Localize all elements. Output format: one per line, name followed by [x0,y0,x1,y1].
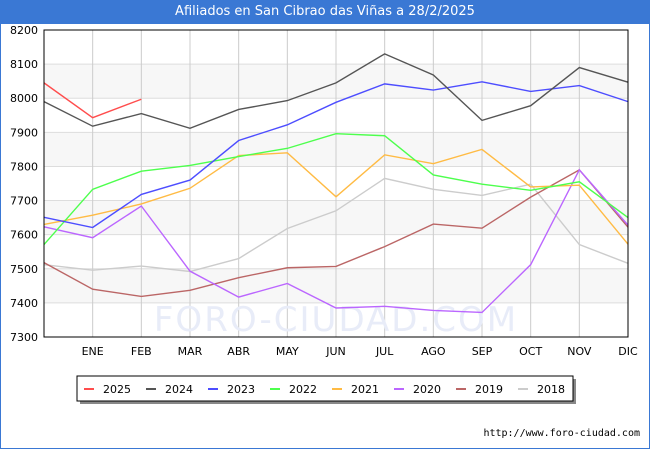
series-line-2021 [43,148,629,245]
legend-label-2021: 2021 [351,383,379,396]
watermark: FORO-CIUDAD.COM [154,300,518,340]
series-line-2024 [43,53,629,129]
x-tick-label: ABR [227,345,250,358]
y-tick-label: 7900 [10,126,38,139]
series-line-2019 [43,168,629,298]
legend-label-2023: 2023 [227,383,255,396]
x-tick-label: ENE [82,345,104,358]
x-tick-label: DIC [618,345,638,358]
x-tick-label: SEP [472,345,493,358]
y-tick-label: 7500 [10,263,38,276]
legend-label-2024: 2024 [165,383,193,396]
y-tick-label: 7600 [10,229,38,242]
y-tick-label: 7700 [10,195,38,208]
footer-url[interactable]: http://www.foro-ciudad.com [483,428,640,439]
legend-label-2019: 2019 [475,383,503,396]
y-tick-label: 8000 [10,92,38,105]
series-line-2023 [43,81,629,229]
series-line-2025 [43,82,142,119]
y-tick-label: 7300 [10,331,38,344]
legend-label-2020: 2020 [413,383,441,396]
y-tick-label: 8100 [10,58,38,71]
x-tick-label: OCT [519,345,542,358]
x-tick-label: FEB [131,345,152,358]
y-tick-label: 7800 [10,160,38,173]
plot-border [43,29,629,338]
x-tick-label: JUL [375,345,394,358]
x-tick-label: NOV [567,345,592,358]
legend-label-2022: 2022 [289,383,317,396]
legend-label-2025: 2025 [103,383,131,396]
chart-title: Afiliados en San Cibrao das Viñas a 28/2… [0,0,650,24]
legend-box [76,375,574,402]
x-tick-label: AGO [421,345,446,358]
x-tick-label: JUN [325,345,346,358]
series-line-2018 [43,177,629,273]
x-tick-label: MAY [276,345,299,358]
series-line-2022 [43,132,629,246]
legend-label-2018: 2018 [537,383,565,396]
x-tick-label: MAR [178,345,203,358]
y-tick-label: 7400 [10,297,38,310]
y-tick-label: 8200 [10,24,38,37]
series-line-2020 [43,168,629,314]
